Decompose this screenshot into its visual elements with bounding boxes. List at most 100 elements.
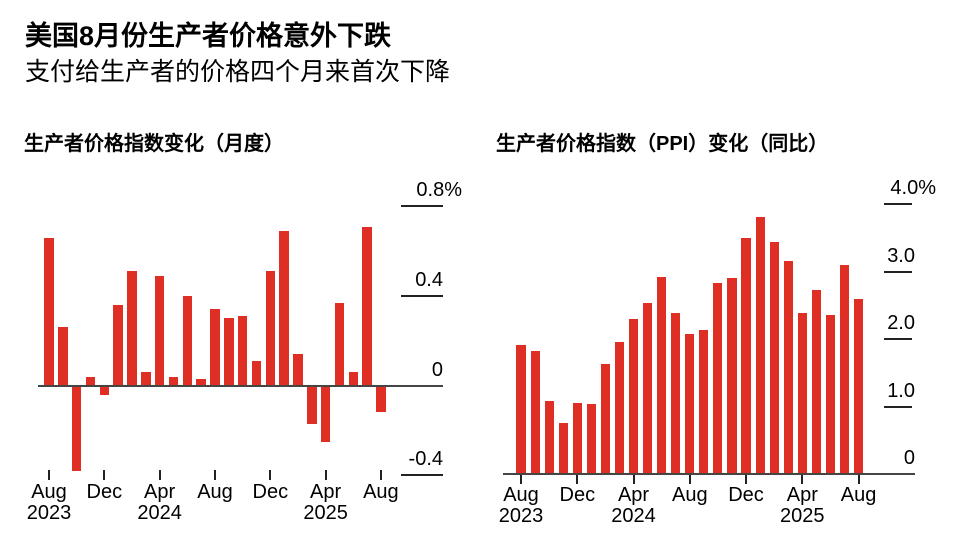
bar-dec-2024 <box>265 271 275 386</box>
x-tick-label: Aug 2023 <box>1 482 97 524</box>
subtitle: 支付给生产者的价格四个月来首次下降 <box>25 58 451 86</box>
bar-may-2025 <box>811 289 821 475</box>
bar-apr-2024 <box>154 275 165 386</box>
x-tick-mark <box>103 470 106 480</box>
x-tick-month: Dec <box>559 484 596 506</box>
y-tick-mark <box>884 405 912 408</box>
y-tick-label: 2.0 <box>887 312 915 335</box>
bar-dec-2023 <box>99 385 110 395</box>
x-tick-year: 2023 <box>26 502 72 524</box>
chart-title-yoy: 生产者价格指数（PPI）变化（同比） <box>496 133 829 155</box>
y-tick-label: 0.8% <box>416 179 462 202</box>
bar-aug-2023 <box>44 237 54 386</box>
bar-mar-2025 <box>307 385 317 424</box>
x-tick-label: Dec <box>222 482 318 503</box>
bar-oct-2024 <box>713 283 723 475</box>
bar-aug-2025 <box>376 385 386 413</box>
y-tick-label: 3.0 <box>887 244 915 267</box>
bar-jun-2025 <box>825 314 835 475</box>
bar-nov-2024 <box>251 360 262 386</box>
x-axis-line <box>38 384 443 387</box>
bar-oct-2023 <box>71 385 82 471</box>
y-tick-mark <box>884 270 912 273</box>
bar-jun-2025 <box>348 372 358 386</box>
bar-mar-2024 <box>141 372 151 386</box>
bar-sep-2024 <box>699 329 709 475</box>
bar-feb-2024 <box>600 364 610 475</box>
bar-sep-2024 <box>224 318 234 386</box>
x-tick-mark <box>632 474 635 485</box>
bar-jun-2024 <box>657 276 667 475</box>
x-tick-mark <box>801 474 804 485</box>
bar-jul-2025 <box>362 226 372 386</box>
x-tick-mark <box>688 474 691 485</box>
bar-may-2025 <box>334 302 345 386</box>
x-tick-mark <box>324 470 327 480</box>
bar-apr-2024 <box>628 318 639 475</box>
x-tick-mark <box>214 470 216 480</box>
x-tick-year: 2023 <box>498 505 544 527</box>
x-tick-label: Aug 2023 <box>473 485 569 527</box>
x-tick-year: 2025 <box>303 502 348 524</box>
bar-apr-2025 <box>797 312 807 475</box>
x-tick-label: Aug <box>642 485 738 506</box>
bar-may-2024 <box>643 302 653 475</box>
x-tick-mark <box>745 474 747 485</box>
x-tick-year: 2025 <box>780 505 825 527</box>
x-tick-label: Dec <box>698 485 794 506</box>
x-tick-mark <box>379 470 382 480</box>
bar-jan-2025 <box>279 230 289 386</box>
bar-aug-2023 <box>516 345 526 475</box>
x-tick-mark <box>857 474 860 485</box>
bar-jan-2025 <box>755 217 765 475</box>
chart-title-monthly: 生产者价格指数变化（月度） <box>24 133 284 155</box>
bar-dec-2024 <box>741 238 751 475</box>
bar-feb-2025 <box>769 242 779 475</box>
y-tick-label: 0.4 <box>415 268 443 291</box>
bar-oct-2023 <box>544 401 554 475</box>
x-axis-line <box>503 473 915 476</box>
headline: 美国8月份生产者价格意外下跌 <box>25 21 392 51</box>
x-tick-mark <box>576 474 579 485</box>
bar-feb-2024 <box>127 271 137 386</box>
x-tick-month: Aug <box>31 481 67 503</box>
y-tick-label: 0 <box>903 447 915 470</box>
x-tick-mark <box>520 474 522 485</box>
x-tick-month: Aug <box>197 481 233 503</box>
y-tick-mark <box>401 294 443 297</box>
y-tick-mark <box>884 202 912 205</box>
x-tick-month: Aug <box>363 481 399 503</box>
bar-oct-2024 <box>237 316 248 386</box>
bar-sep-2023 <box>530 351 540 475</box>
bar-mar-2025 <box>783 261 793 475</box>
x-tick-month: Aug <box>672 484 708 506</box>
x-tick-label: Apr 2024 <box>586 485 682 527</box>
bar-jan-2024 <box>113 304 123 386</box>
x-tick-month: Dec <box>728 484 764 506</box>
x-tick-label: Aug <box>167 482 263 503</box>
y-tick-label: 4.0% <box>890 176 936 199</box>
y-tick-mark <box>401 474 443 477</box>
bar-apr-2025 <box>320 385 331 442</box>
x-tick-mark <box>158 470 161 480</box>
bar-mar-2024 <box>614 341 625 475</box>
bar-sep-2023 <box>58 327 68 386</box>
x-tick-label: Apr 2025 <box>278 482 374 524</box>
bar-dec-2023 <box>572 403 582 475</box>
y-tick-label: -0.4 <box>408 448 443 471</box>
bar-feb-2025 <box>293 354 303 386</box>
x-tick-label: Aug <box>811 485 907 506</box>
bar-jun-2024 <box>182 295 193 386</box>
y-tick-mark <box>401 205 443 208</box>
bar-nov-2023 <box>558 422 568 475</box>
bar-aug-2025 <box>854 298 864 475</box>
x-tick-label: Apr 2024 <box>112 482 208 524</box>
x-tick-mark <box>48 470 50 480</box>
bar-jul-2025 <box>839 264 850 475</box>
y-tick-label: 1.0 <box>887 379 915 402</box>
x-tick-label: Dec <box>529 485 625 506</box>
x-tick-mark <box>269 470 272 480</box>
x-tick-label: Aug <box>333 482 429 503</box>
bar-aug-2024 <box>210 309 220 386</box>
